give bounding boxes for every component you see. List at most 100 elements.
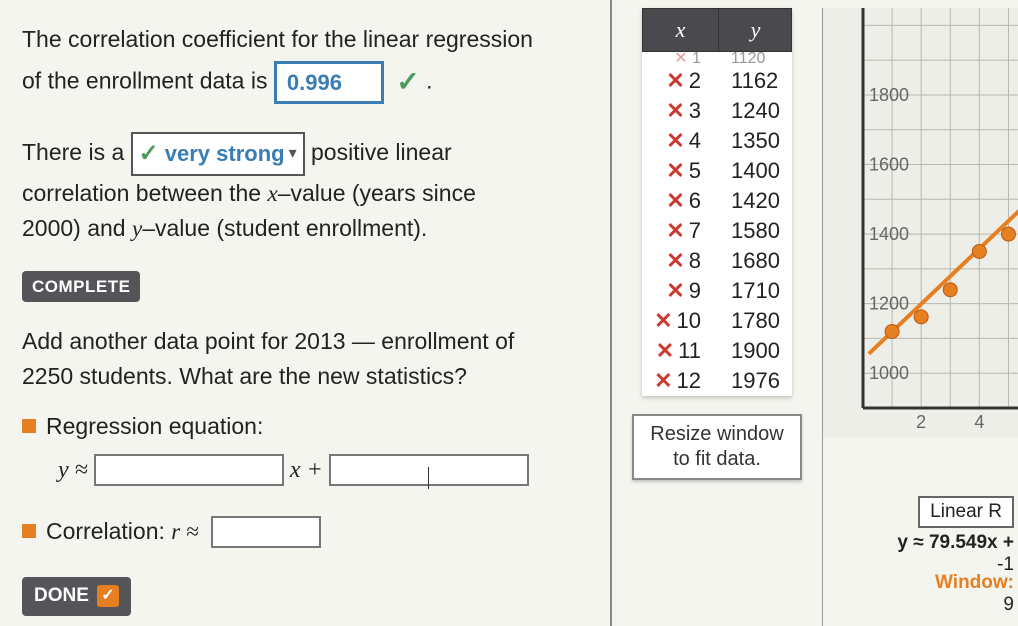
table-row: ✕51400 <box>642 156 792 186</box>
table-cell-y: 1350 <box>719 126 792 156</box>
table-cell-x: ✕5 <box>642 156 719 186</box>
y-approx-label: y ≈ <box>58 452 88 488</box>
correlation-input[interactable] <box>211 516 321 548</box>
strength-line-a: There is a <box>22 139 124 165</box>
regression-equation-label: Regression equation: <box>46 409 263 444</box>
intercept-input[interactable] <box>329 454 529 486</box>
table-cell-x: ✕8 <box>642 246 719 276</box>
table-row: ✕101780 <box>642 306 792 336</box>
table-cell-y: 1420 <box>719 186 792 216</box>
data-point <box>885 324 899 338</box>
x-mark-icon: ✕ <box>666 278 684 303</box>
y-tick-label: 1000 <box>869 363 909 383</box>
slope-input[interactable] <box>94 454 284 486</box>
y-var: y <box>132 216 142 241</box>
question-panel: The correlation coefficient for the line… <box>0 0 610 626</box>
add-point-line-1: Add another data point for 2013 — enroll… <box>22 324 592 359</box>
x-mark-icon: ✕ <box>666 98 684 123</box>
table-cell-x: ✕10 <box>642 306 719 336</box>
y-tick-label: 1600 <box>869 155 909 175</box>
table-cell-y: 1680 <box>719 246 792 276</box>
coefficient-input[interactable]: 0.996 <box>274 61 384 104</box>
x-mark-icon: ✕ <box>654 308 672 333</box>
table-header-x: x <box>642 9 719 52</box>
table-row: ✕111900 <box>642 336 792 366</box>
table-row: ✕71580 <box>642 216 792 246</box>
table-cell-y: 1900 <box>719 336 792 366</box>
table-row-truncated: ✕ 1 1120 <box>642 52 792 66</box>
resize-line-2: to fit data. <box>650 447 783 472</box>
resize-line-1: Resize window <box>650 422 783 447</box>
x-plus-label: x + <box>290 452 323 488</box>
done-button[interactable]: DONE ✓ <box>22 577 131 616</box>
bullet-icon <box>22 524 36 538</box>
table-row: ✕61420 <box>642 186 792 216</box>
table-row: ✕41350 <box>642 126 792 156</box>
resize-window-button[interactable]: Resize window to fit data. <box>632 414 801 480</box>
check-icon: ✓ <box>139 136 159 172</box>
table-row: ✕21162 <box>642 66 792 96</box>
chevron-down-icon: ▾ <box>289 142 297 166</box>
table-row: ✕91710 <box>642 276 792 306</box>
strength-line-b: positive linear <box>311 139 452 165</box>
check-icon: ✓ <box>97 585 119 607</box>
x-mark-icon: ✕ <box>666 158 684 183</box>
strength-select[interactable]: ✓ very strong ▾ <box>131 132 305 176</box>
table-cell-y: 1400 <box>719 156 792 186</box>
strength-line-f: –value (student enrollment). <box>142 215 427 241</box>
x-mark-icon: ✕ <box>666 128 684 153</box>
data-table-panel: x y ✕ 1 1120 ✕21162✕31240✕41350✕51400✕61… <box>612 8 822 626</box>
intro-line-2: of the enrollment data is <box>22 67 267 93</box>
r-approx-label: r ≈ <box>171 519 198 544</box>
linear-regression-label: Linear R <box>918 496 1014 528</box>
strength-line-c: correlation between the <box>22 180 268 206</box>
table-row: ✕121976 <box>642 366 792 396</box>
x-tick-label: 4 <box>974 412 984 432</box>
table-cell-x: ✕9 <box>642 276 719 306</box>
table-cell-x: ✕4 <box>642 126 719 156</box>
strength-line-e: 2000) and <box>22 215 132 241</box>
y-tick-label: 1800 <box>869 85 909 105</box>
complete-badge: COMPLETE <box>22 271 140 303</box>
table-cell-x: ✕2 <box>642 66 719 96</box>
y-tick-label: 1200 <box>869 294 909 314</box>
table-cell-y: 1162 <box>719 66 792 96</box>
data-point <box>914 310 928 324</box>
add-point-line-2: 2250 students. What are the new statisti… <box>22 359 592 394</box>
table-cell-x: ✕11 <box>642 336 719 366</box>
table-header-y: y <box>719 9 792 52</box>
check-icon: ✓ <box>396 61 419 103</box>
period: . <box>426 67 432 93</box>
correlation-label: Correlation: <box>46 518 171 544</box>
window-label: Window: <box>935 572 1014 593</box>
x-mark-icon: ✕ <box>654 368 672 393</box>
strength-select-label: very strong <box>165 137 285 170</box>
data-point <box>943 283 957 297</box>
table-row: ✕81680 <box>642 246 792 276</box>
bullet-icon <box>22 419 36 433</box>
table-cell-x: ✕7 <box>642 216 719 246</box>
x-mark-icon: ✕ <box>666 68 684 93</box>
x-mark-icon: ✕ <box>656 338 674 363</box>
regression-equation-row: y ≈ x + <box>58 452 592 488</box>
scatter-chart: 1800 1600 1400 1200 1000 2 4 <box>823 8 1018 438</box>
x-tick-label: 2 <box>916 412 926 432</box>
table-cell-y: 1580 <box>719 216 792 246</box>
table-row: ✕31240 <box>642 96 792 126</box>
table-cell-x: ✕6 <box>642 186 719 216</box>
table-cell-x: ✕3 <box>642 96 719 126</box>
table-cell-y: 1780 <box>719 306 792 336</box>
chart-panel: 1800 1600 1400 1200 1000 2 4 Linear R y ≈ 79.… <box>822 8 1018 626</box>
done-button-label: DONE <box>34 582 89 611</box>
x-mark-icon: ✕ <box>666 218 684 243</box>
intro-line-1: The correlation coefficient for the line… <box>22 22 592 57</box>
table-cell-y: 1240 <box>719 96 792 126</box>
strength-line-d: –value (years since <box>278 180 476 206</box>
y-tick-label: 1400 <box>869 224 909 244</box>
table-cell-y: 1976 <box>719 366 792 396</box>
x-mark-icon: ✕ <box>666 188 684 213</box>
partial-9: 9 <box>897 594 1014 616</box>
x-mark-icon: ✕ <box>666 248 684 273</box>
chart-equation-text: y ≈ 79.549x + <box>897 532 1014 554</box>
table-cell-x: ✕12 <box>642 366 719 396</box>
